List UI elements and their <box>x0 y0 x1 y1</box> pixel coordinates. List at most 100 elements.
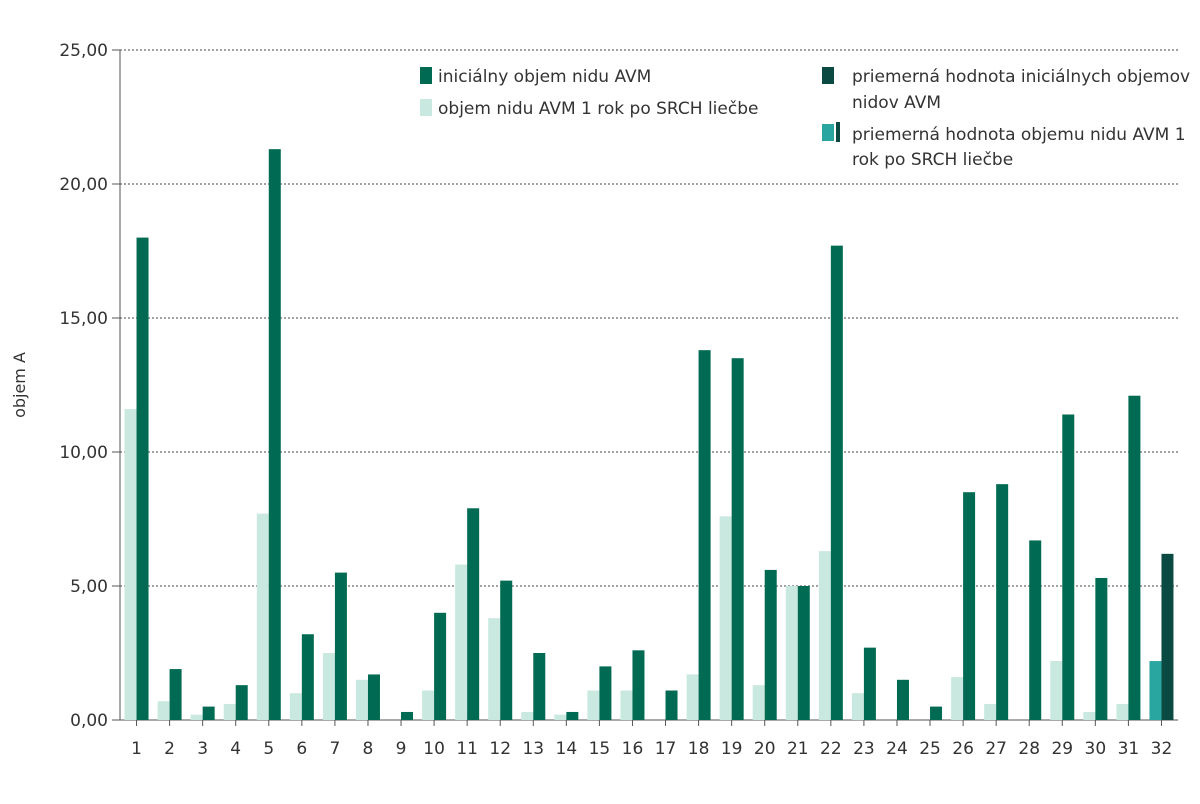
bar-after-treatment <box>1149 661 1162 720</box>
bar-after-treatment <box>157 701 170 720</box>
x-tick-label: 9 <box>396 739 407 759</box>
bar-initial-volume <box>301 634 314 720</box>
x-tick-label: 22 <box>820 739 842 759</box>
bar-after-treatment <box>818 551 831 720</box>
bar-initial-volume <box>996 484 1009 720</box>
x-tick-label: 25 <box>919 739 941 759</box>
legend-swatch-accent <box>836 122 840 142</box>
bar-initial-volume <box>268 149 281 720</box>
bar-after-treatment <box>686 674 699 720</box>
x-tick-label: 2 <box>164 739 175 759</box>
bar-after-treatment <box>1116 703 1129 720</box>
bar-initial-volume <box>896 679 909 720</box>
bar-after-treatment <box>455 564 468 720</box>
bar-after-treatment <box>289 693 302 720</box>
legend-label: priemerná hodnota objemu nidu AVM 1 <box>852 125 1186 145</box>
x-tick-label: 18 <box>688 739 710 759</box>
bar-initial-volume <box>467 508 480 720</box>
x-tick-label: 23 <box>853 739 875 759</box>
bar-after-treatment <box>851 693 864 720</box>
x-tick-label: 16 <box>622 739 644 759</box>
bar-after-treatment <box>190 714 203 720</box>
x-tick-label: 31 <box>1118 739 1140 759</box>
x-tick-label: 10 <box>423 739 445 759</box>
bar-after-treatment <box>951 677 964 720</box>
legend-label: rok po SRCH liečbe <box>852 150 1013 170</box>
x-tick-label: 28 <box>1018 739 1040 759</box>
bar-initial-volume <box>665 690 678 720</box>
bar-initial-volume <box>533 653 546 720</box>
bar-after-treatment <box>1083 711 1096 720</box>
y-tick-label: 5,00 <box>70 577 108 597</box>
x-tick-label: 3 <box>197 739 208 759</box>
legend-label: nidov AVM <box>852 93 941 113</box>
x-tick-label: 13 <box>522 739 544 759</box>
bar-initial-volume <box>632 650 645 720</box>
x-tick-label: 1 <box>131 739 142 759</box>
bar-initial-volume <box>830 245 843 720</box>
bar-initial-volume <box>202 706 215 720</box>
bar-after-treatment <box>620 690 633 720</box>
bar-after-treatment <box>355 679 368 720</box>
x-tick-label: 17 <box>655 739 677 759</box>
x-tick-label: 24 <box>886 739 908 759</box>
x-tick-label: 7 <box>329 739 340 759</box>
bar-after-treatment <box>719 516 732 720</box>
x-tick-label: 14 <box>556 739 578 759</box>
legend-swatch <box>420 99 432 116</box>
bar-after-treatment <box>984 703 997 720</box>
bar-initial-volume <box>731 358 744 720</box>
bar-initial-volume <box>764 569 777 720</box>
legend-swatch <box>822 124 834 141</box>
legend-label: iniciálny objem nidu AVM <box>438 67 651 87</box>
x-tick-label: 8 <box>363 739 374 759</box>
bar-initial-volume <box>863 647 876 720</box>
x-tick-label: 21 <box>787 739 809 759</box>
bar-after-treatment <box>256 513 269 720</box>
bar-initial-volume <box>963 492 976 720</box>
bar-after-treatment <box>124 409 137 720</box>
x-tick-label: 6 <box>296 739 307 759</box>
x-tick-label: 11 <box>456 739 478 759</box>
bar-after-treatment <box>554 714 567 720</box>
y-tick-label: 15,00 <box>59 309 108 329</box>
bar-after-treatment <box>785 586 798 720</box>
x-tick-label: 4 <box>230 739 241 759</box>
legend-label: priemerná hodnota iniciálnych objemov <box>852 67 1190 87</box>
bar-after-treatment <box>488 618 501 720</box>
bar-initial-volume <box>930 706 943 720</box>
x-tick-label: 15 <box>589 739 611 759</box>
x-tick-label: 30 <box>1085 739 1107 759</box>
bar-initial-volume <box>566 711 579 720</box>
y-tick-label: 20,00 <box>59 175 108 195</box>
bar-initial-volume <box>1062 414 1075 720</box>
bar-after-treatment <box>322 653 335 720</box>
x-tick-label: 5 <box>263 739 274 759</box>
bar-after-treatment <box>752 685 765 720</box>
bar-initial-volume <box>136 237 149 720</box>
legend-swatch <box>822 67 834 84</box>
x-tick-label: 20 <box>754 739 776 759</box>
bar-initial-volume <box>235 685 248 720</box>
y-axis-title: objem A <box>10 352 29 418</box>
x-tick-label: 32 <box>1151 739 1173 759</box>
bar-initial-volume <box>169 669 182 720</box>
bar-initial-volume <box>367 674 380 720</box>
bar-initial-volume <box>434 612 447 720</box>
bar-initial-volume <box>797 586 810 720</box>
x-tick-label: 27 <box>985 739 1007 759</box>
bar-initial-volume <box>599 666 612 720</box>
bar-after-treatment <box>223 703 236 720</box>
x-tick-label: 19 <box>721 739 743 759</box>
bar-after-treatment <box>422 690 435 720</box>
y-tick-label: 0,00 <box>70 711 108 731</box>
bar-initial-volume <box>1161 553 1174 720</box>
legend-swatch <box>420 67 432 84</box>
bar-initial-volume <box>401 711 414 720</box>
x-tick-label: 12 <box>489 739 511 759</box>
bar-after-treatment <box>587 690 600 720</box>
y-tick-label: 25,00 <box>59 41 108 61</box>
y-tick-label: 10,00 <box>59 443 108 463</box>
